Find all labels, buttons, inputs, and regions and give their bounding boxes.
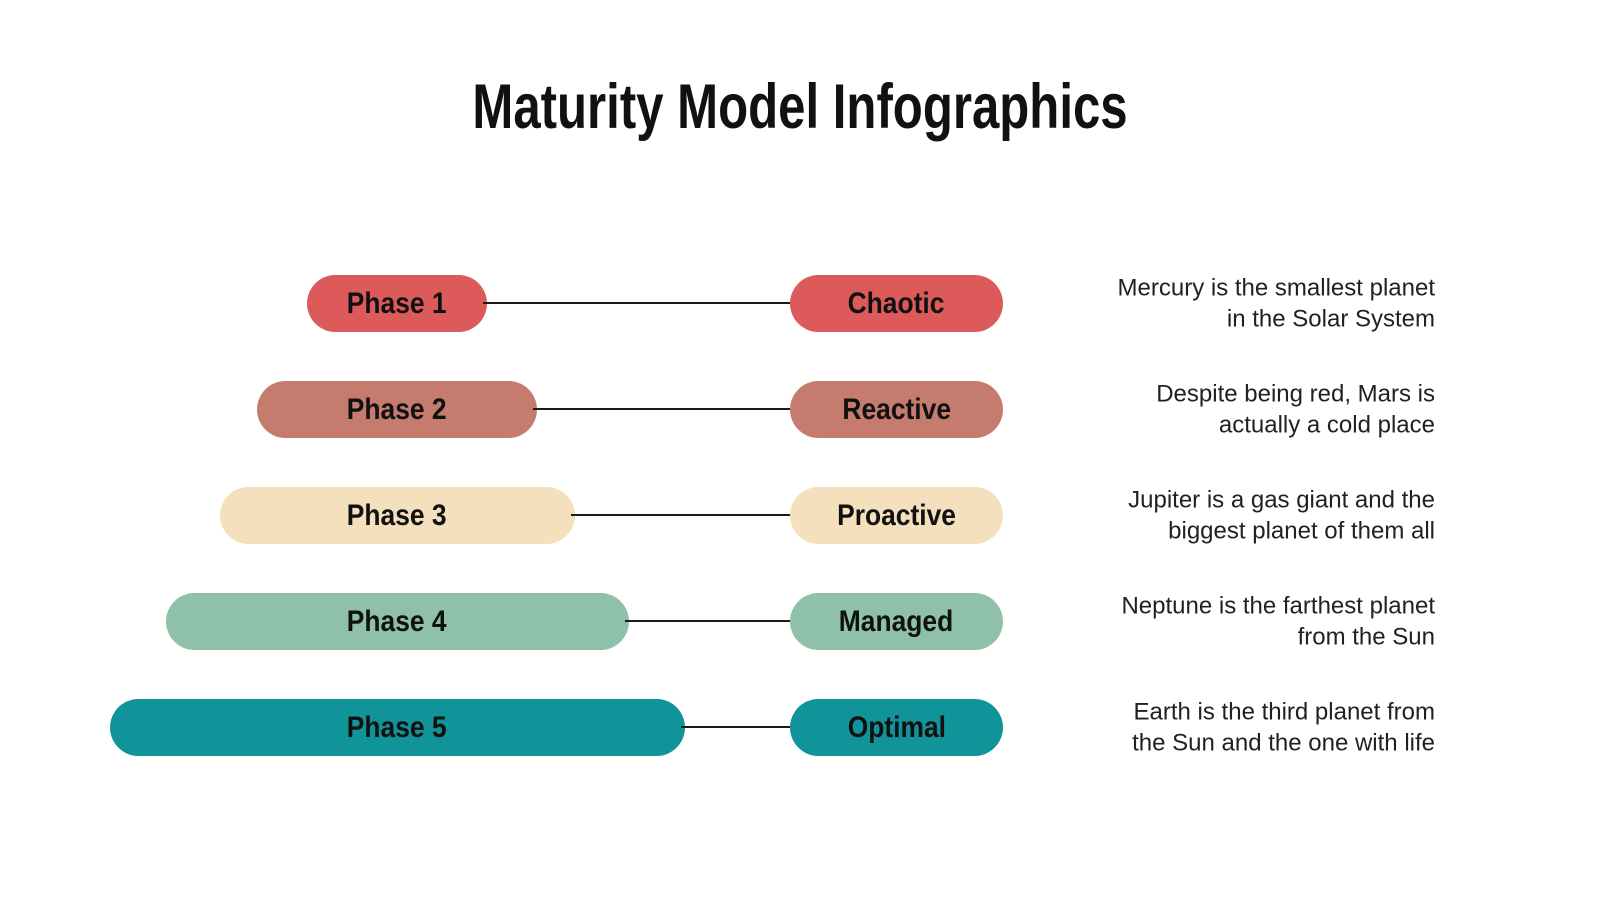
phase-pill-label: Phase 3 <box>347 498 447 532</box>
phase-row: Phase 1 Chaotic Mercury is the smallest … <box>0 273 1600 333</box>
row-description: Jupiter is a gas giant and the biggest p… <box>1128 485 1435 545</box>
phase-pill: Phase 2 <box>257 381 537 438</box>
row-description: Mercury is the smallest planet in the So… <box>1117 273 1435 333</box>
row-description: Earth is the third planet from the Sun a… <box>1132 697 1435 757</box>
level-pill: Proactive <box>790 487 1003 544</box>
phase-pill: Phase 5 <box>109 699 685 756</box>
connector-line <box>680 726 794 728</box>
phase-row: Phase 2 Reactive Despite being red, Mars… <box>0 379 1600 439</box>
level-pill: Chaotic <box>790 275 1003 332</box>
page-title: Maturity Model Infographics <box>0 74 1600 140</box>
row-description: Neptune is the farthest planet from the … <box>1121 591 1435 651</box>
phase-pill-label: Phase 1 <box>347 286 447 320</box>
phase-row: Phase 3 Proactive Jupiter is a gas giant… <box>0 485 1600 545</box>
level-pill: Reactive <box>790 381 1003 438</box>
level-pill-label: Reactive <box>842 392 951 426</box>
phase-row: Phase 5 Optimal Earth is the third plane… <box>0 697 1600 757</box>
connector-line <box>533 408 794 410</box>
level-pill-label: Chaotic <box>848 286 945 320</box>
connector-line <box>483 302 794 304</box>
phase-row: Phase 4 Managed Neptune is the farthest … <box>0 591 1600 651</box>
phase-pill: Phase 1 <box>307 275 487 332</box>
level-pill-label: Optimal <box>847 710 946 744</box>
connector-line <box>570 514 794 516</box>
page-title-text: Maturity Model Infographics <box>472 72 1128 142</box>
phase-pill: Phase 4 <box>165 593 629 650</box>
phase-pill: Phase 3 <box>219 487 575 544</box>
phase-pill-label: Phase 4 <box>347 604 447 638</box>
level-pill-label: Managed <box>839 604 954 638</box>
phase-pill-label: Phase 5 <box>347 710 447 744</box>
phase-pill-label: Phase 2 <box>347 392 447 426</box>
level-pill-label: Proactive <box>837 498 956 532</box>
connector-line <box>624 620 794 622</box>
level-pill: Optimal <box>790 699 1003 756</box>
level-pill: Managed <box>790 593 1003 650</box>
row-description: Despite being red, Mars is actually a co… <box>1156 379 1435 439</box>
